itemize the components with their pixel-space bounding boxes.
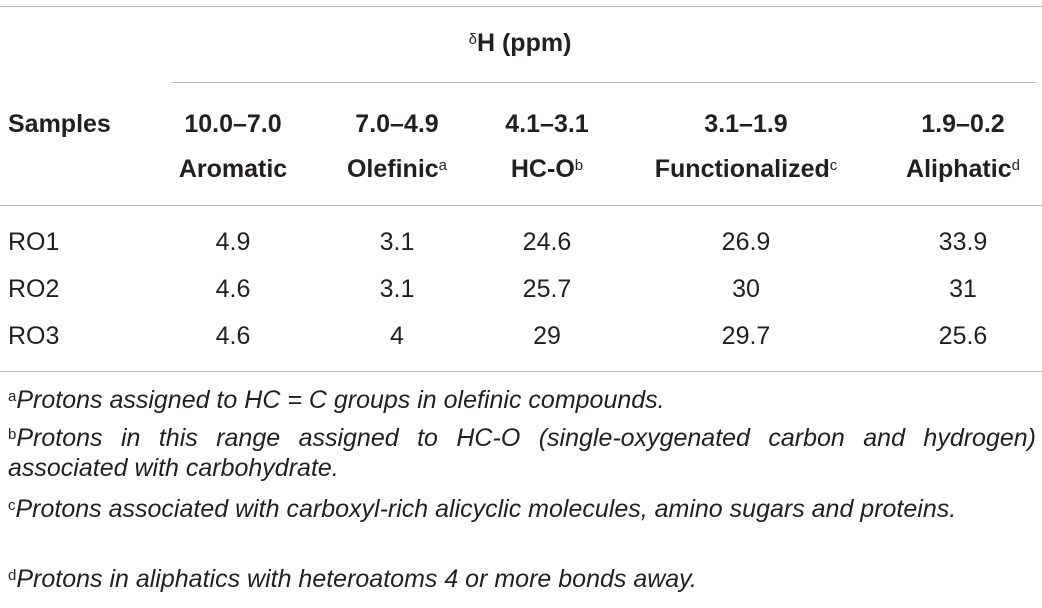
group-header: δH (ppm) bbox=[469, 28, 572, 58]
samples-header: Samples bbox=[8, 110, 111, 138]
row-sample-ro1: RO1 bbox=[8, 228, 60, 256]
table-top-rule bbox=[0, 6, 1042, 7]
col-header-name-olefinic: Olefinica bbox=[346, 155, 448, 183]
table-cell: 4.6 bbox=[215, 275, 251, 303]
table-cell: 26.9 bbox=[721, 228, 771, 256]
table-cell: 25.7 bbox=[522, 275, 572, 303]
footnote-mark-d: d bbox=[1011, 157, 1020, 174]
col-header-range-hco: 4.1–3.1 bbox=[505, 110, 589, 138]
header-bottom-rule bbox=[0, 205, 1042, 206]
col-header-range-aromatic: 10.0–7.0 bbox=[184, 110, 282, 138]
table-cell: 4 bbox=[390, 322, 404, 350]
footnote-mark-c: c bbox=[829, 157, 838, 174]
footnote-a: aProtons assigned to HC = C groups in ol… bbox=[8, 386, 665, 414]
table-cell: 4.6 bbox=[215, 322, 251, 350]
col-header-name-functionalized: Functionalizedc bbox=[654, 155, 838, 183]
col-header-range-olefinic: 7.0–4.9 bbox=[355, 110, 439, 138]
footnote-mark-a: a bbox=[438, 157, 448, 174]
table-bottom-rule bbox=[0, 371, 1042, 372]
col-header-name-hco: HC-Ob bbox=[510, 155, 584, 183]
table-cell: 29.7 bbox=[721, 322, 771, 350]
delta-superscript: δ bbox=[468, 31, 477, 48]
group-header-label: H (ppm) bbox=[476, 29, 572, 57]
table-cell: 29 bbox=[533, 322, 561, 350]
footnote-mark-b: b bbox=[574, 157, 584, 174]
col-header-range-aliphatic: 1.9–0.2 bbox=[921, 110, 1005, 138]
col-header-name-aromatic: Aromatic bbox=[178, 155, 288, 183]
table-cell: 25.6 bbox=[938, 322, 988, 350]
row-sample-ro2: RO2 bbox=[8, 275, 60, 303]
table-cell: 3.1 bbox=[379, 228, 415, 256]
col-header-range-functionalized: 3.1–1.9 bbox=[704, 110, 788, 138]
table-cell: 30 bbox=[732, 275, 760, 303]
row-sample-ro3: RO3 bbox=[8, 322, 60, 350]
table-cell: 33.9 bbox=[938, 228, 988, 256]
col-header-name-aliphatic: Aliphaticd bbox=[906, 155, 1020, 183]
group-header-underline bbox=[172, 82, 1036, 83]
table-cell: 4.9 bbox=[215, 228, 251, 256]
table-cell: 24.6 bbox=[522, 228, 572, 256]
footnote-d: dProtons in aliphatics with heteroatoms … bbox=[8, 565, 697, 593]
footnote-b: bProtons in this range assigned to HC-O … bbox=[8, 424, 1036, 482]
footnote-c: cProtons associated with carboxyl-rich a… bbox=[8, 495, 957, 523]
table-cell: 31 bbox=[949, 275, 977, 303]
table-cell: 3.1 bbox=[379, 275, 415, 303]
